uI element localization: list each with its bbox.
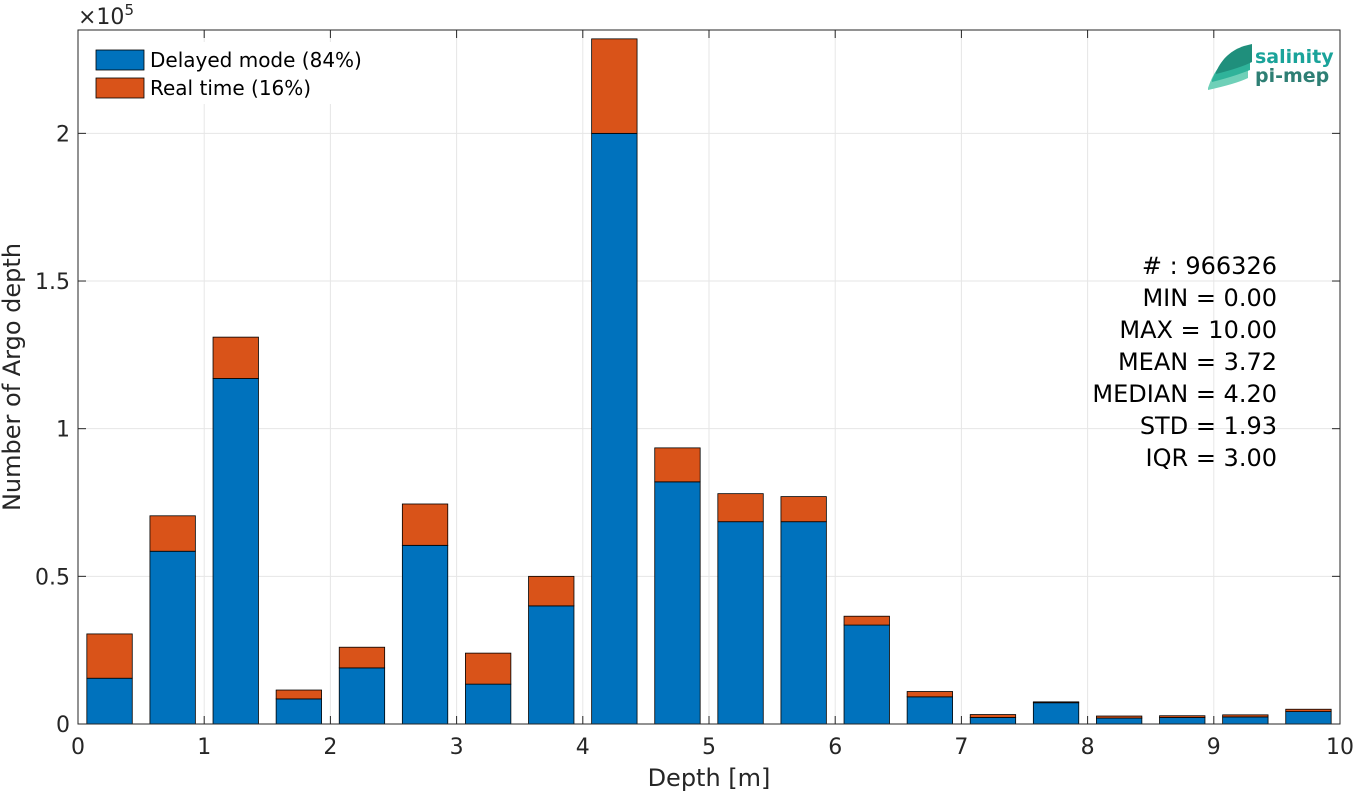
grid-lines bbox=[78, 30, 1340, 724]
bar-delayed-mode bbox=[1222, 716, 1269, 725]
x-tick-label: 4 bbox=[576, 735, 590, 760]
wave-logo-icon bbox=[1208, 44, 1252, 90]
stat-max: MAX = 10.00 bbox=[1119, 316, 1277, 344]
bar-delayed-mode bbox=[275, 698, 322, 725]
stat-min: MIN = 0.00 bbox=[1142, 284, 1277, 312]
bar-delayed-mode bbox=[212, 378, 259, 725]
bar-delayed-mode bbox=[528, 605, 575, 725]
bar-real-time bbox=[149, 515, 196, 552]
y-tick-label: 2 bbox=[56, 122, 70, 147]
bar-delayed-mode bbox=[338, 667, 386, 725]
x-axis-ticks: 0 1 2 3 4 5 6 7 8 9 10 bbox=[71, 30, 1354, 760]
bar-delayed-mode bbox=[1285, 711, 1332, 725]
x-tick-label: 10 bbox=[1326, 735, 1354, 760]
legend-label-realtime: Real time (16%) bbox=[150, 76, 311, 100]
bar-real-time bbox=[717, 493, 764, 523]
y-exponent-label: ×105 bbox=[78, 1, 134, 30]
bar-real-time bbox=[1032, 701, 1080, 704]
y-axis-label: Number of Argo depth bbox=[0, 243, 26, 511]
bar-delayed-mode bbox=[843, 624, 890, 725]
legend-swatch-realtime bbox=[95, 77, 145, 99]
stat-mean: MEAN = 3.72 bbox=[1118, 348, 1277, 376]
stat-std: STD = 1.93 bbox=[1140, 412, 1277, 440]
bars-group bbox=[86, 38, 1332, 725]
bar-delayed-mode bbox=[401, 544, 449, 725]
x-tick-label: 8 bbox=[1081, 735, 1095, 760]
bar-real-time bbox=[465, 652, 512, 685]
x-tick-label: 2 bbox=[323, 735, 337, 760]
stat-median: MEDIAN = 4.20 bbox=[1092, 380, 1277, 408]
x-tick-label: 9 bbox=[1207, 735, 1221, 760]
logo-text-line1: salinity bbox=[1255, 46, 1334, 68]
bar-delayed-mode bbox=[86, 677, 133, 725]
x-tick-label: 6 bbox=[828, 735, 842, 760]
y-tick-label: 0 bbox=[56, 713, 70, 738]
bar-real-time bbox=[86, 633, 133, 679]
bar-real-time bbox=[591, 38, 638, 134]
x-tick-label: 0 bbox=[71, 735, 85, 760]
bar-delayed-mode bbox=[1032, 702, 1080, 725]
bar-real-time bbox=[401, 503, 449, 546]
bar-delayed-mode bbox=[654, 481, 701, 725]
bar-real-time bbox=[528, 575, 575, 607]
bar-real-time bbox=[906, 691, 953, 698]
x-axis-label: Depth [m] bbox=[648, 764, 771, 792]
stats-box: # : 966326 MIN = 0.00 MAX = 10.00 MEAN =… bbox=[1092, 252, 1277, 472]
bar-real-time bbox=[212, 336, 259, 379]
bar-delayed-mode bbox=[465, 683, 512, 725]
legend-swatch-delayed bbox=[95, 49, 145, 71]
y-tick-label: 1.5 bbox=[35, 270, 70, 295]
bar-delayed-mode bbox=[717, 521, 764, 725]
bar-real-time bbox=[338, 646, 386, 669]
bar-real-time bbox=[275, 689, 322, 700]
x-tick-label: 1 bbox=[197, 735, 211, 760]
bar-delayed-mode bbox=[780, 521, 827, 725]
bar-real-time bbox=[1222, 714, 1269, 718]
bar-real-time bbox=[1159, 715, 1206, 718]
bar-delayed-mode bbox=[969, 717, 1017, 725]
legend: Delayed mode (84%) Real time (16%) bbox=[86, 42, 386, 104]
bar-real-time bbox=[780, 496, 827, 523]
bar-delayed-mode bbox=[1159, 717, 1206, 725]
salinity-pimep-logo: salinity pi-mep bbox=[1208, 44, 1334, 90]
stat-iqr: IQR = 3.00 bbox=[1146, 444, 1277, 472]
bar-delayed-mode bbox=[591, 132, 638, 725]
x-tick-label: 3 bbox=[450, 735, 464, 760]
bar-delayed-mode bbox=[1096, 717, 1143, 725]
bar-delayed-mode bbox=[906, 696, 953, 725]
bar-real-time bbox=[843, 615, 890, 626]
bar-delayed-mode bbox=[149, 550, 196, 725]
y-tick-label: 1 bbox=[56, 418, 70, 443]
bar-real-time bbox=[1285, 708, 1332, 712]
y-axis-ticks: 0 0.5 1 1.5 2 bbox=[35, 122, 1340, 738]
bar-real-time bbox=[654, 447, 701, 483]
stat-count: # : 966326 bbox=[1142, 252, 1277, 280]
bar-real-time bbox=[969, 714, 1017, 718]
legend-label-delayed: Delayed mode (84%) bbox=[150, 48, 362, 72]
y-tick-label: 0.5 bbox=[35, 565, 70, 590]
bar-real-time bbox=[1096, 715, 1143, 719]
x-tick-label: 5 bbox=[702, 735, 716, 760]
logo-text-line2: pi-mep bbox=[1255, 65, 1329, 87]
x-tick-label: 7 bbox=[954, 735, 968, 760]
